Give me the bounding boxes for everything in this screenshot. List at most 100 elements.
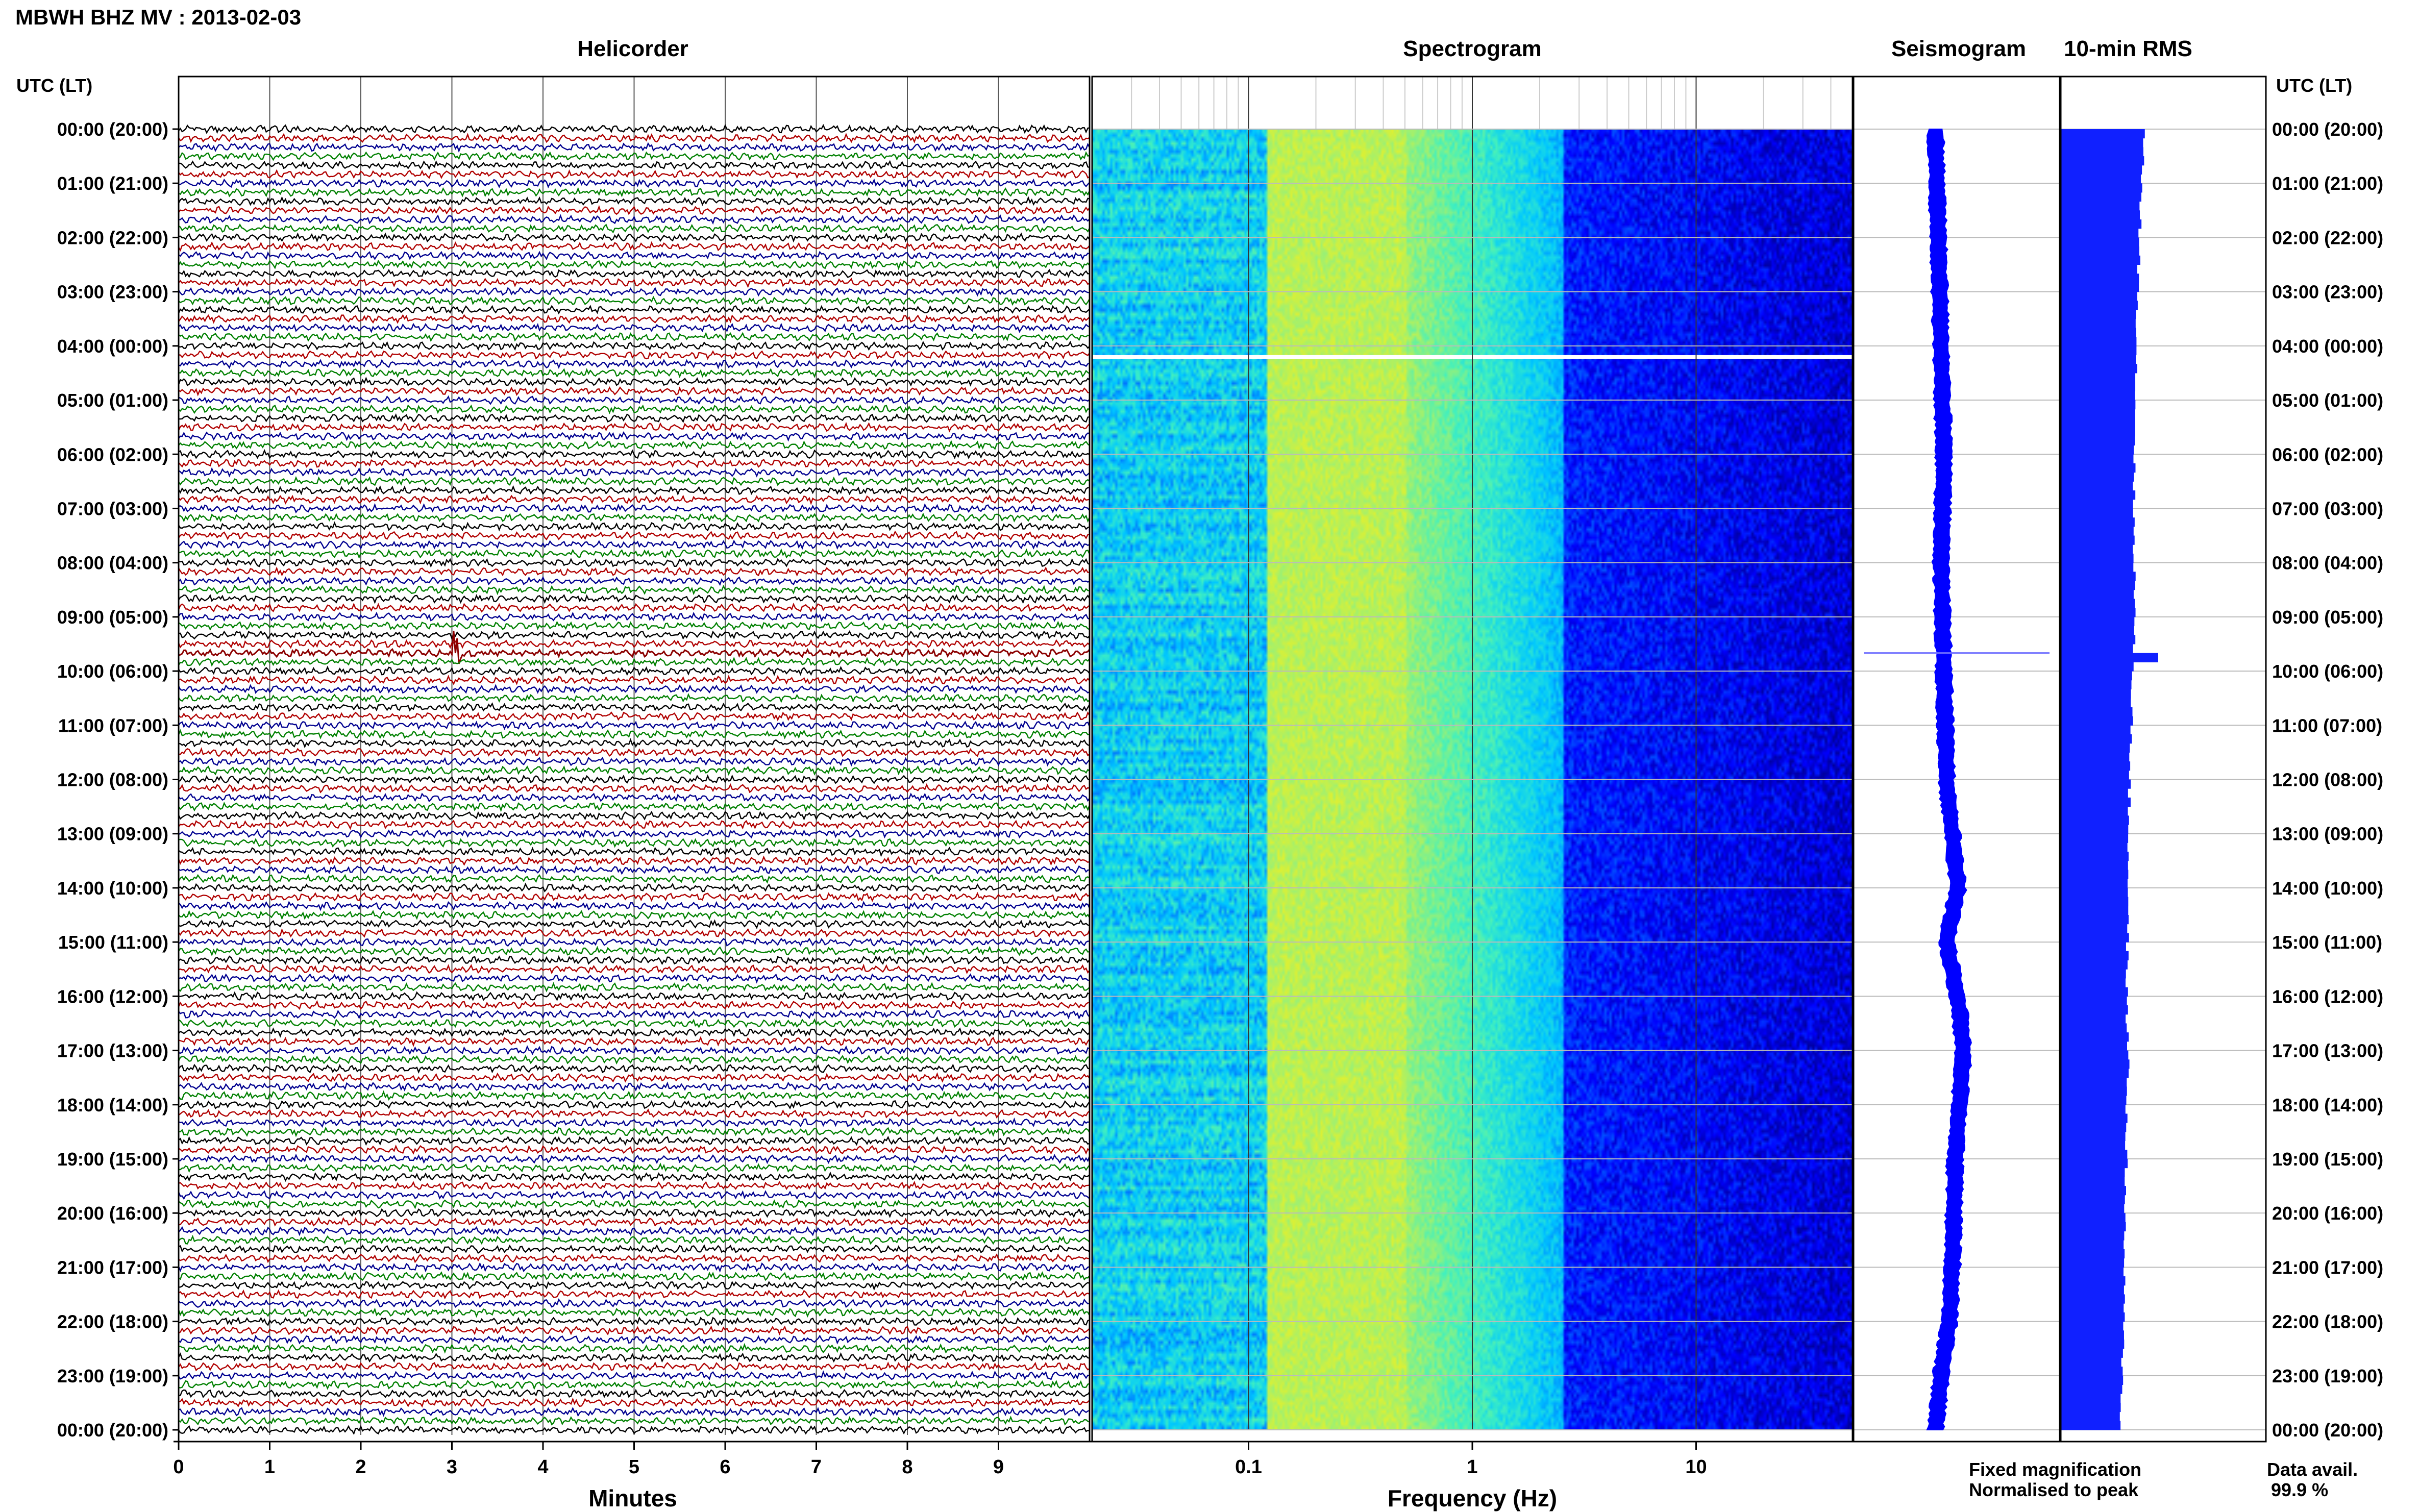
helicorder-trace bbox=[178, 756, 1090, 767]
rms-bar bbox=[2061, 870, 2129, 879]
rms-bar bbox=[2061, 761, 2131, 771]
rms-bar bbox=[2061, 1348, 2123, 1358]
rms-bar bbox=[2061, 147, 2143, 157]
helicorder-trace bbox=[178, 205, 1090, 215]
helicorder-trace bbox=[178, 449, 1090, 460]
rms-bar bbox=[2061, 400, 2136, 410]
helicorder-title: Helicorder bbox=[577, 36, 688, 61]
rms-bar bbox=[2061, 1141, 2126, 1150]
rms-bar bbox=[2061, 643, 2133, 654]
helicorder-trace bbox=[178, 1325, 1090, 1336]
rms-bar bbox=[2061, 382, 2136, 391]
helicorder-trace bbox=[178, 1018, 1091, 1029]
rms-bar bbox=[2061, 219, 2142, 229]
rms-bar bbox=[2061, 427, 2135, 437]
rms-bar bbox=[2061, 1050, 2129, 1060]
time-tick-right: 16:00 (12:00) bbox=[2272, 986, 2383, 1007]
rms-bar bbox=[2061, 734, 2132, 744]
rms-bar bbox=[2061, 653, 2158, 662]
rms-bar bbox=[2061, 562, 2134, 572]
rms-bar bbox=[2061, 797, 2131, 807]
helicorder-trace bbox=[178, 928, 1091, 938]
helicorder-trace bbox=[178, 232, 1090, 243]
rms-bar bbox=[2061, 1394, 2121, 1403]
helicorder-trace bbox=[178, 611, 1090, 622]
time-tick-right: 04:00 (00:00) bbox=[2272, 336, 2383, 357]
time-tick-right: 01:00 (21:00) bbox=[2272, 173, 2383, 194]
helicorder-trace bbox=[178, 1045, 1090, 1056]
helicorder-trace bbox=[178, 1343, 1090, 1354]
helicorder-trace bbox=[178, 521, 1090, 532]
rms-bar bbox=[2061, 1384, 2122, 1394]
helicorder-trace bbox=[178, 1298, 1090, 1308]
rms-bar bbox=[2061, 1375, 2124, 1385]
time-tick-left: 02:00 (22:00) bbox=[57, 227, 168, 248]
rms-bar bbox=[2061, 246, 2139, 256]
helicorder-trace bbox=[178, 1307, 1091, 1318]
rms-bar bbox=[2061, 915, 2129, 925]
rms-bar bbox=[2061, 887, 2128, 898]
rms-bar bbox=[2061, 707, 2133, 717]
helicorder-trace bbox=[178, 1352, 1090, 1363]
axes-layer: 0 1 2 3 4 5 6 7 8 9 0.1 1 10 bbox=[173, 76, 2267, 1478]
helicorder-trace bbox=[178, 485, 1090, 496]
helicorder-trace bbox=[178, 1054, 1090, 1065]
helicorder-trace bbox=[178, 123, 1090, 134]
rms-title: 10-min RMS bbox=[2064, 36, 2192, 61]
time-tick-right: 20:00 (16:00) bbox=[2272, 1203, 2383, 1224]
spectrogram-title: Spectrogram bbox=[1403, 36, 1541, 61]
helicorder-trace bbox=[178, 1199, 1090, 1209]
helicorder-trace bbox=[178, 1244, 1090, 1255]
time-tick-left: 06:00 (02:00) bbox=[57, 444, 168, 465]
helicorder-trace bbox=[178, 467, 1090, 478]
helicorder-trace bbox=[178, 503, 1090, 514]
rms-bar bbox=[2061, 969, 2126, 979]
helicorder-tick-label: 6 bbox=[720, 1456, 730, 1478]
helicorder-trace bbox=[178, 223, 1091, 234]
rms-bar bbox=[2061, 1312, 2125, 1322]
helicorder-trace bbox=[178, 838, 1091, 848]
rms-bar bbox=[2061, 526, 2134, 536]
helicorder-tick-label: 7 bbox=[811, 1456, 822, 1478]
helicorder-trace bbox=[178, 1135, 1090, 1146]
helicorder-trace bbox=[178, 332, 1090, 342]
time-tick-left: 12:00 (08:00) bbox=[57, 770, 168, 790]
helicorder-trace bbox=[178, 259, 1090, 270]
rms-bar bbox=[2061, 1077, 2127, 1087]
rms-bar bbox=[2061, 282, 2139, 292]
rms-bar bbox=[2061, 1294, 2125, 1304]
helicorder-trace bbox=[178, 539, 1090, 550]
helicorder-panel bbox=[178, 123, 1091, 1435]
time-tick-right: 05:00 (01:00) bbox=[2272, 390, 2383, 411]
helicorder-trace bbox=[178, 359, 1090, 369]
time-ticks: 00:00 (20:00) 00:00 (20:00) 01:00 (21:00) 0… bbox=[57, 119, 2383, 1441]
rms-bar bbox=[2061, 689, 2131, 699]
helicorder-trace bbox=[178, 946, 1090, 957]
rms-bar bbox=[2061, 174, 2141, 184]
time-tick-right: 23:00 (19:00) bbox=[2272, 1366, 2383, 1386]
rms-bar bbox=[2061, 1303, 2124, 1313]
helicorder-trace bbox=[178, 810, 1091, 821]
helicorder-trace bbox=[178, 241, 1090, 252]
helicorder-trace bbox=[178, 530, 1090, 541]
time-tick-left: 03:00 (23:00) bbox=[57, 282, 168, 303]
helicorder-trace bbox=[178, 774, 1090, 785]
rms-bar bbox=[2061, 436, 2135, 446]
helicorder-trace bbox=[178, 973, 1090, 984]
time-tick-right: 21:00 (17:00) bbox=[2272, 1257, 2383, 1278]
helicorder-trace bbox=[178, 1009, 1090, 1020]
helicorder-trace bbox=[178, 665, 1090, 676]
time-tick-right: 00:00 (20:00) bbox=[2272, 1420, 2383, 1441]
helicorder-trace bbox=[178, 702, 1091, 712]
time-tick-right: 02:00 (22:00) bbox=[2272, 227, 2383, 248]
helicorder-trace bbox=[178, 829, 1090, 839]
rms-bar bbox=[2061, 1276, 2126, 1286]
helicorder-trace bbox=[178, 1388, 1090, 1399]
rms-bar bbox=[2061, 1059, 2130, 1069]
helicorder-trace bbox=[178, 576, 1090, 586]
time-tick-right: 14:00 (10:00) bbox=[2272, 878, 2383, 899]
helicorder-trace bbox=[178, 847, 1090, 857]
rms-bar bbox=[2061, 156, 2144, 166]
rms-bar bbox=[2061, 860, 2128, 871]
helicorder-trace bbox=[178, 675, 1090, 685]
